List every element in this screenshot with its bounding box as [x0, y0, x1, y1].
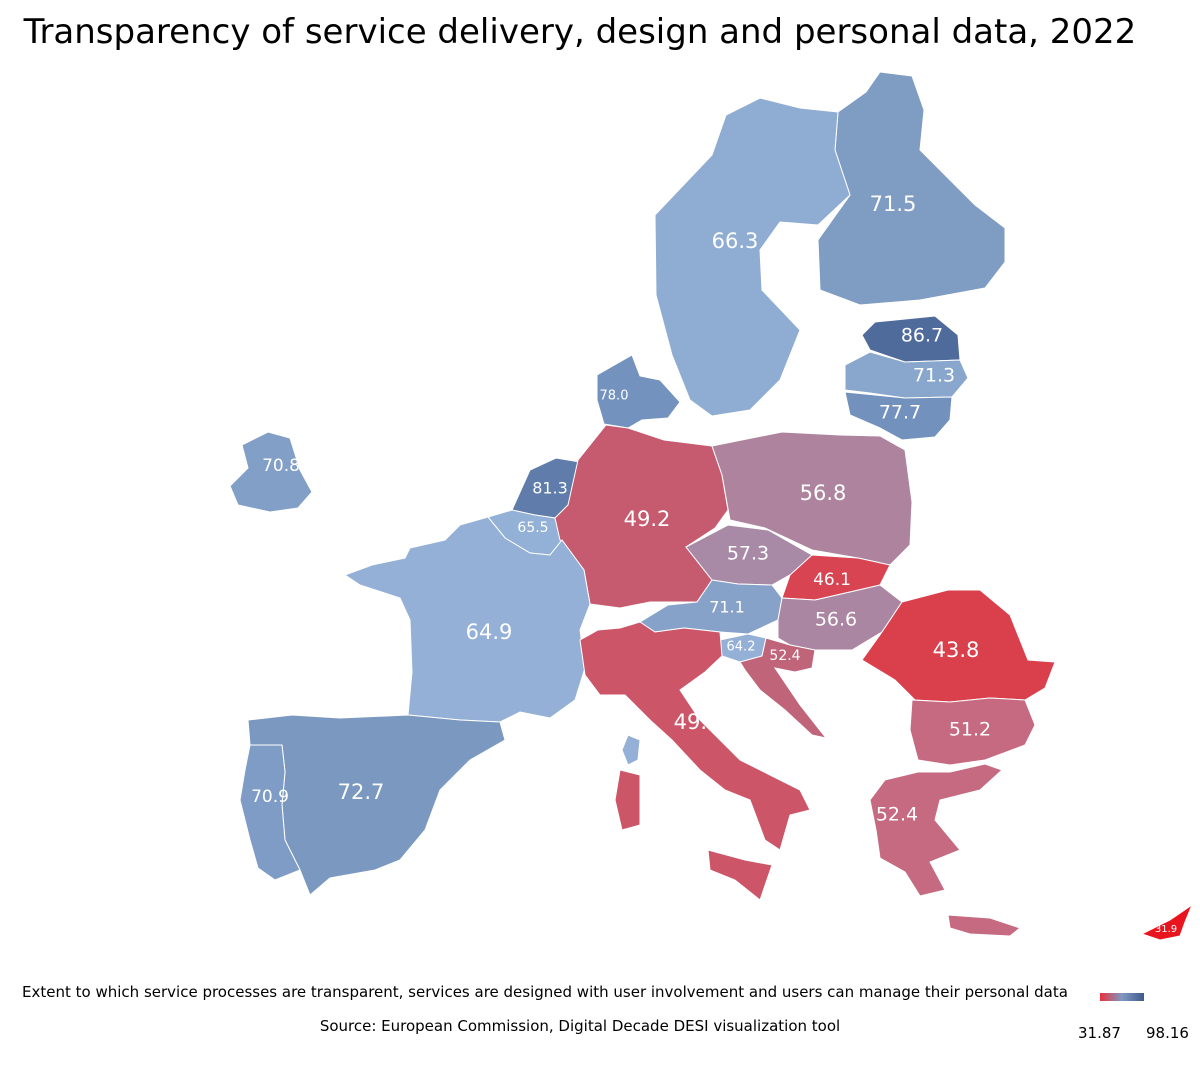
- label-bg: 51.2: [949, 719, 991, 741]
- map-source: Source: European Commission, Digital Dec…: [319, 1017, 841, 1035]
- page-title: Transparency of service delivery, design…: [23, 12, 1137, 52]
- label-hr: 52.4: [769, 648, 800, 664]
- label-de: 49.2: [624, 507, 671, 531]
- label-fr: 64.9: [466, 620, 513, 644]
- legend-min-label: 31.87: [1078, 1024, 1121, 1042]
- legend-max-label: 98.16: [1146, 1024, 1189, 1042]
- country-se[interactable]: [654, 97, 851, 417]
- label-si: 64.2: [727, 640, 756, 655]
- label-lv: 71.3: [913, 365, 955, 387]
- country-dk[interactable]: [596, 354, 681, 429]
- country-it[interactable]: [579, 621, 811, 901]
- label-sk: 46.1: [813, 570, 851, 590]
- label-gr: 52.4: [876, 804, 918, 826]
- eu-choropleth-map: 71.5 66.3 86.7 71.3 77.7 78.0 70.8 81.3 …: [229, 71, 1194, 941]
- country-hr[interactable]: [739, 637, 828, 739]
- country-gr[interactable]: [869, 763, 1022, 937]
- label-at: 71.1: [709, 598, 745, 617]
- label-lt: 77.7: [879, 402, 921, 424]
- country-fr[interactable]: [343, 516, 641, 766]
- label-ro: 43.8: [933, 638, 980, 662]
- country-pt[interactable]: [239, 744, 301, 881]
- label-es: 72.7: [338, 780, 385, 804]
- label-it: 49.2: [674, 710, 721, 734]
- label-pt: 70.9: [251, 787, 289, 807]
- label-cy: 31.9: [1155, 924, 1177, 935]
- label-hu: 56.6: [815, 609, 857, 631]
- label-cz: 57.3: [727, 543, 769, 565]
- country-bg[interactable]: [909, 697, 1036, 766]
- label-nl: 81.3: [532, 479, 568, 498]
- label-dk: 78.0: [600, 389, 629, 404]
- label-pl: 56.8: [800, 481, 847, 505]
- label-ie: 70.8: [262, 456, 300, 476]
- country-ie[interactable]: [229, 431, 313, 513]
- color-legend: 31.87 98.16: [1078, 993, 1196, 1042]
- country-lv[interactable]: [844, 351, 969, 399]
- label-ee: 86.7: [901, 325, 943, 347]
- country-cy[interactable]: [1140, 903, 1194, 941]
- label-fi: 71.5: [870, 192, 917, 216]
- country-pl[interactable]: [711, 431, 913, 566]
- legend-gradient-bar: [1100, 993, 1144, 1001]
- map-caption: Extent to which service processes are tr…: [22, 983, 1068, 1001]
- country-fi[interactable]: [817, 71, 1006, 306]
- country-lt[interactable]: [844, 391, 953, 441]
- label-be: 65.5: [517, 520, 548, 536]
- label-se: 66.3: [712, 229, 759, 253]
